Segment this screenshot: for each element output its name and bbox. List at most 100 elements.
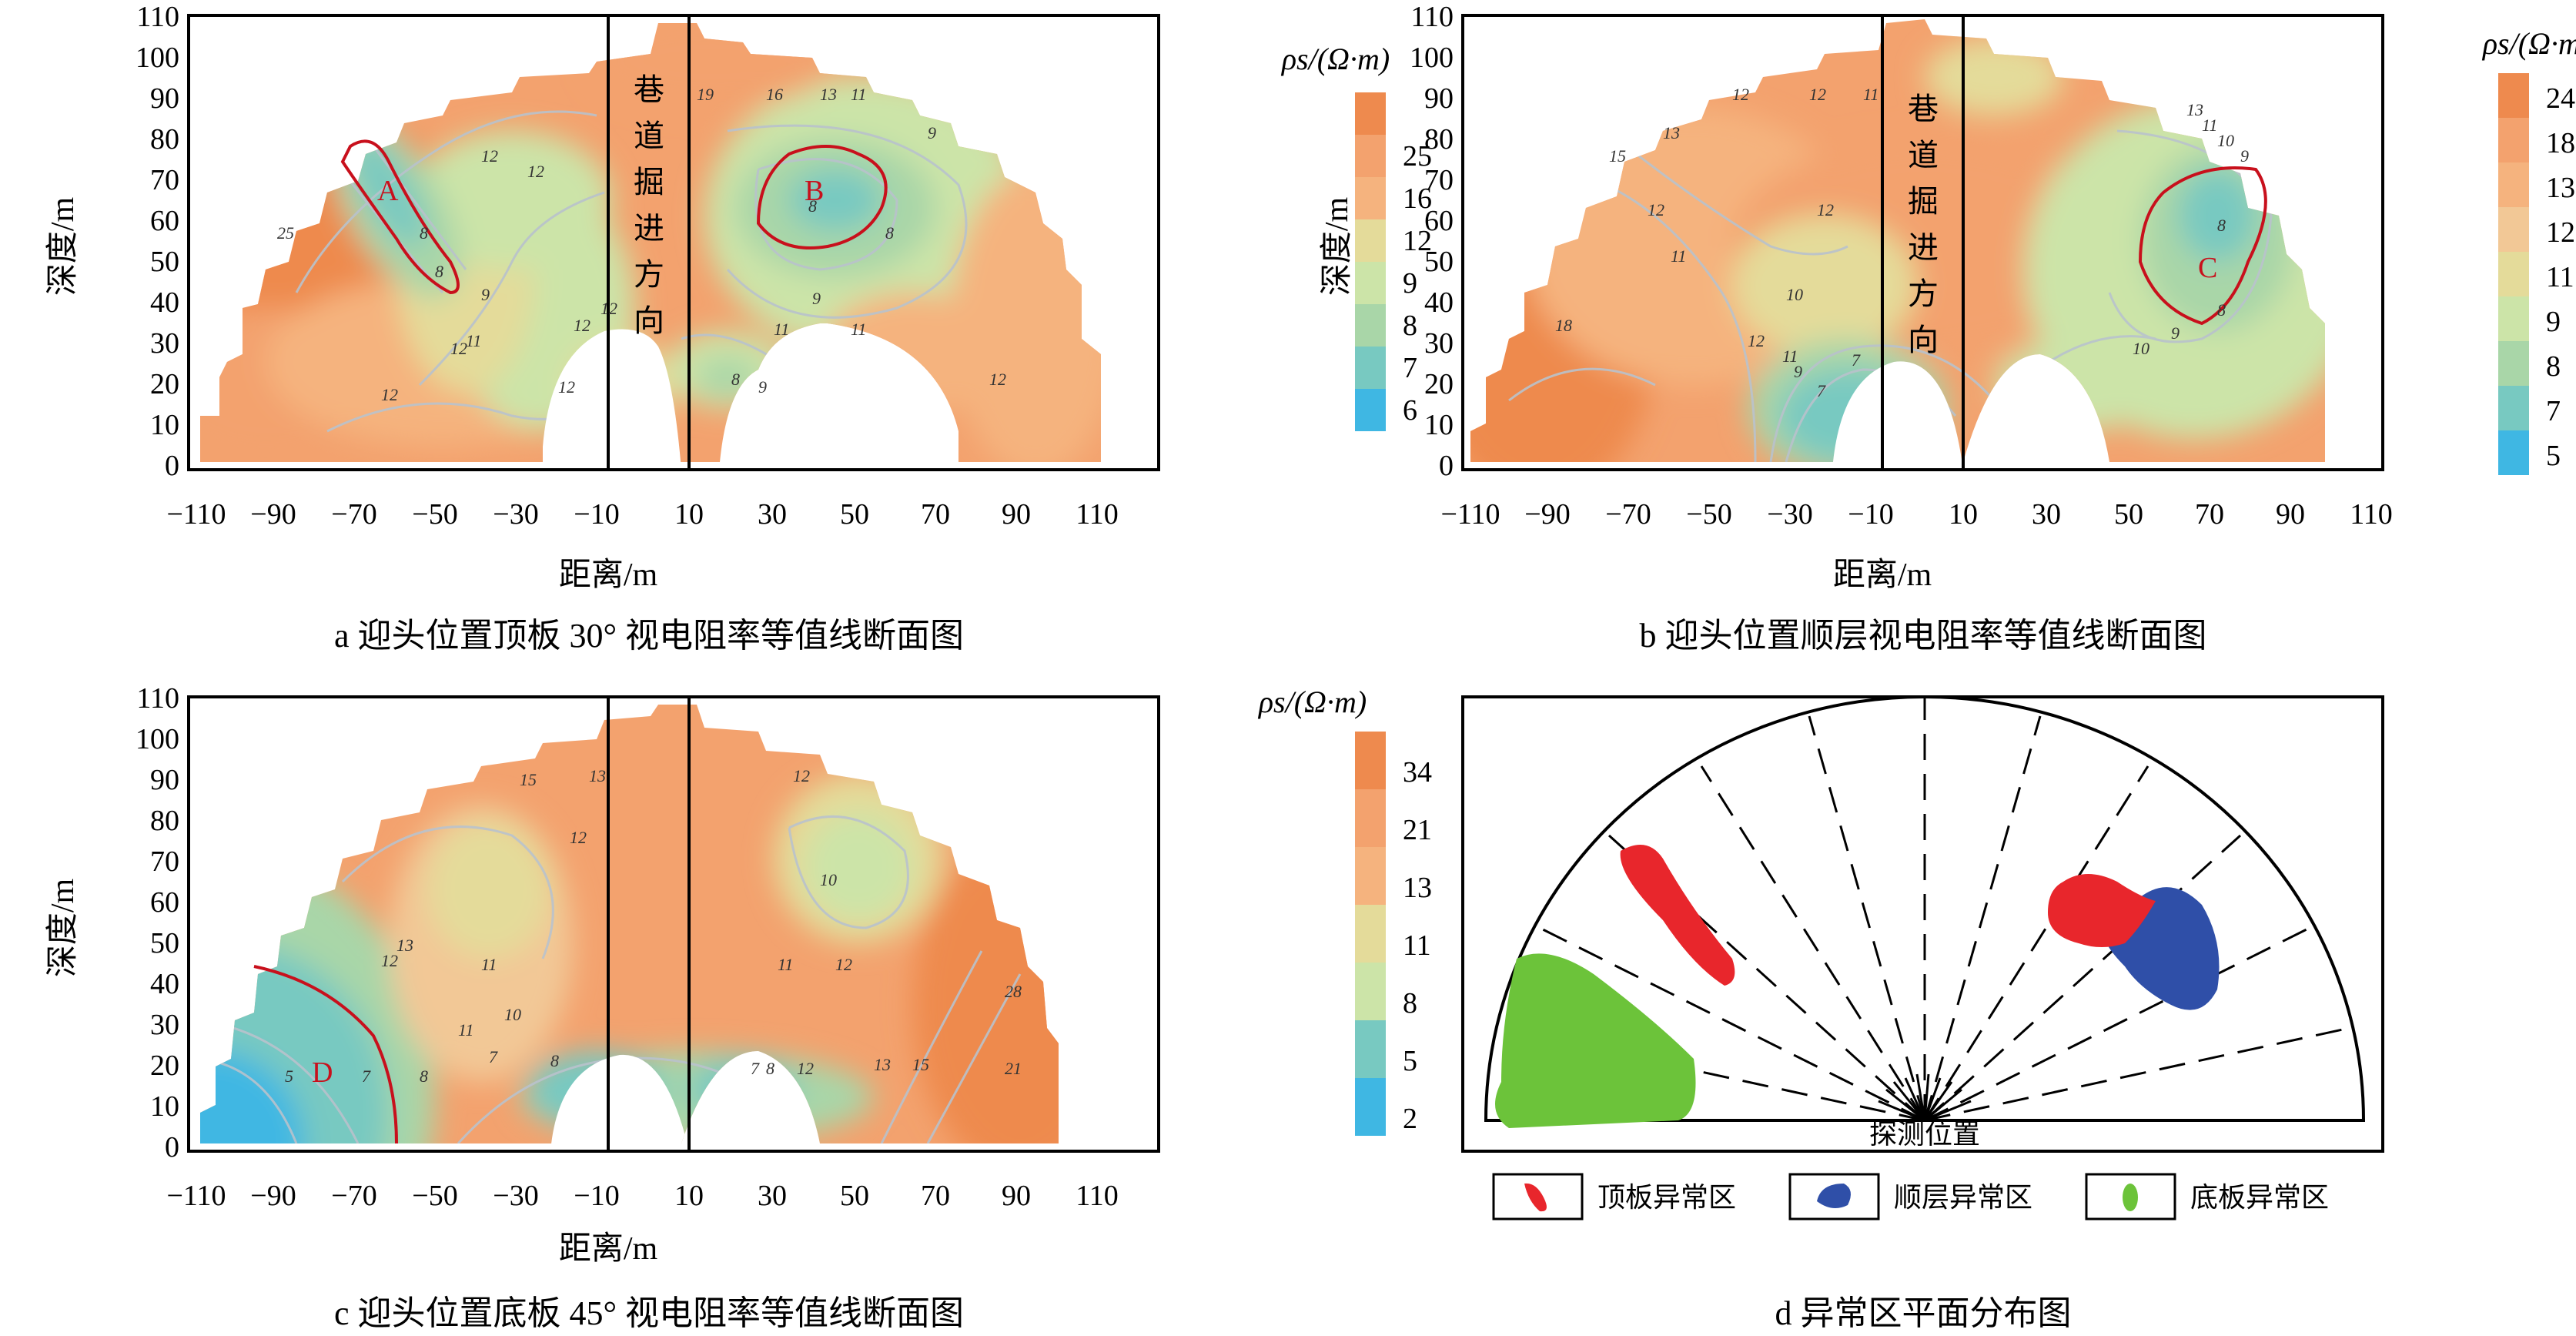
- x-tick-label: 50: [840, 498, 869, 531]
- y-tick-label: 70: [150, 845, 179, 878]
- contour-label: 11: [466, 331, 481, 350]
- contour-label: 13: [1663, 123, 1680, 142]
- contour-label: 12: [835, 955, 852, 974]
- y-tick-label: 20: [150, 1050, 179, 1082]
- colorbar-tick: 21: [1403, 814, 1432, 846]
- x-tick-label: 70: [921, 1180, 950, 1212]
- panel-d: 探测位置 顶板异常区 顺层异常区 底板异常区 d 异常区平面分布图: [1461, 695, 2384, 1332]
- anomaly-b-label: B: [805, 175, 824, 207]
- x-tick-label: 90: [1002, 1180, 1031, 1212]
- tunnel-char: 道: [1908, 138, 1939, 173]
- x-tick-label: −50: [1686, 498, 1731, 531]
- colorbar-tick: 9: [1403, 267, 1417, 300]
- plot-frame: [1461, 14, 2384, 471]
- y-tick-label: 110: [1410, 1, 1454, 33]
- x-tick-label: 90: [2276, 498, 2305, 531]
- contour-label: 7: [489, 1047, 498, 1066]
- caption-c: c 迎头位置底板 45° 视电阻率等值线断面图: [334, 1294, 964, 1332]
- colorbar-tick: 13: [1403, 872, 1432, 904]
- anomaly-c-outline: [2138, 166, 2267, 326]
- contour-label: 9: [1794, 362, 1802, 381]
- y-tick-label: 100: [1410, 42, 1454, 74]
- tunnel-char: 道: [634, 119, 664, 154]
- probe-fan: [1878, 1073, 1972, 1122]
- contour-label: 8: [885, 223, 894, 243]
- contour-label: 12: [1817, 200, 1834, 219]
- x-tick-label: 50: [840, 1180, 869, 1212]
- contour-label: 12: [1809, 85, 1826, 104]
- y-tick-label: 20: [150, 368, 179, 400]
- y-tick-label: 0: [1439, 450, 1454, 482]
- contour-label: 9: [928, 123, 936, 142]
- x-tick-label: −10: [1848, 498, 1893, 531]
- x-tick-label: 30: [758, 498, 787, 531]
- tunnel-char: 巷: [634, 72, 664, 108]
- contour-label: 18: [1555, 316, 1572, 335]
- x-tick-label: 50: [2114, 498, 2143, 531]
- colorbar-tick: 8: [1403, 310, 1417, 342]
- y-tick-label: 80: [150, 805, 179, 837]
- panel-c: D 15 13 12 12 10 13 12 11 11 12 10 11 7 …: [45, 682, 1432, 1332]
- contour-label: 11: [1863, 85, 1878, 104]
- y-axis-label: 深度/m: [45, 879, 81, 978]
- contour-label: 13: [2186, 100, 2203, 119]
- contour-label: 12: [381, 951, 398, 970]
- colorbar-tick: 25: [1403, 140, 1432, 172]
- tunnel-char: 进: [634, 211, 664, 246]
- caption-a: a 迎头位置顶板 30° 视电阻率等值线断面图: [334, 617, 964, 655]
- colorbar-tick: 11: [1403, 929, 1431, 962]
- colorbar-tick: 16: [1403, 182, 1432, 215]
- x-tick-label: 70: [2195, 498, 2224, 531]
- contour-label: 9: [481, 285, 490, 304]
- x-tick-label: −30: [493, 498, 538, 531]
- contour-label: 15: [912, 1055, 929, 1074]
- contour-label: 12: [381, 385, 398, 404]
- y-tick-label: 30: [150, 1009, 179, 1041]
- x-tick-label: −110: [166, 498, 226, 531]
- x-axis: −110 −90 −70 −50 −30 −10 10 30 50 70 90 …: [1440, 498, 2392, 531]
- y-axis-label: 深度/m: [1320, 197, 1355, 296]
- contour-labels: 15 13 12 12 10 13 12 11 11 12 10 11 7 8 …: [285, 766, 1022, 1086]
- contour-label: 12: [1732, 85, 1749, 104]
- colorbar-tick: 34: [1403, 756, 1432, 789]
- y-tick-label: 40: [150, 968, 179, 1000]
- contour-label: 12: [989, 370, 1006, 389]
- contour-label: 11: [851, 85, 866, 104]
- y-tick-label: 100: [135, 723, 179, 755]
- x-tick-label: −90: [1524, 498, 1570, 531]
- contour-label: 10: [820, 870, 837, 889]
- y-tick-label: 80: [1424, 123, 1454, 156]
- contour-label: 10: [504, 1005, 521, 1024]
- contour-label: 13: [874, 1055, 891, 1074]
- contour-label: 12: [450, 339, 467, 358]
- x-tick-label: 10: [674, 1180, 704, 1212]
- colorbar: ρs/(Ω·m) 24 18 13 12 11 9 8: [2481, 26, 2576, 475]
- plot-frame: [187, 14, 1160, 471]
- x-tick-label: −90: [250, 1180, 296, 1212]
- y-axis-label: 深度/m: [45, 197, 81, 296]
- x-tick-label: −70: [331, 498, 376, 531]
- y-tick-label: 40: [150, 286, 179, 319]
- x-tick-label: −110: [1440, 498, 1500, 531]
- legend-label: 顺层异常区: [1894, 1182, 2032, 1214]
- colorbar-tick: 5: [1403, 1045, 1417, 1077]
- contour-label: 25: [277, 223, 294, 243]
- contour-label: 8: [420, 223, 428, 243]
- colorbar: ρs/(Ω·m) 25 16 12 9 8 7 6: [1280, 42, 1432, 431]
- x-tick-label: −30: [1767, 498, 1812, 531]
- contour-label: 7: [751, 1059, 760, 1078]
- contour-label: 8: [766, 1059, 774, 1078]
- x-tick-label: −50: [412, 498, 457, 531]
- contour-label: 12: [797, 1059, 814, 1078]
- y-tick-label: 30: [150, 327, 179, 360]
- contour-label: 12: [601, 299, 617, 318]
- contour-label: 13: [589, 766, 606, 785]
- colorbar-tick: 2: [1403, 1103, 1417, 1135]
- x-tick-label: 110: [1076, 1180, 1119, 1212]
- y-tick-label: 60: [1424, 205, 1454, 237]
- contour-label: 10: [1786, 285, 1803, 304]
- panel-b: C 巷 道 掘 进 方 向 12 13 12 11 15 12 11 12 10…: [1320, 1, 2576, 655]
- y-tick-label: 50: [150, 246, 179, 278]
- contour-labels: 25 12 12 19 16 13 11 9 8 8 8 8 9 9 11 11…: [277, 85, 1006, 404]
- contour-label: 28: [1005, 982, 1022, 1001]
